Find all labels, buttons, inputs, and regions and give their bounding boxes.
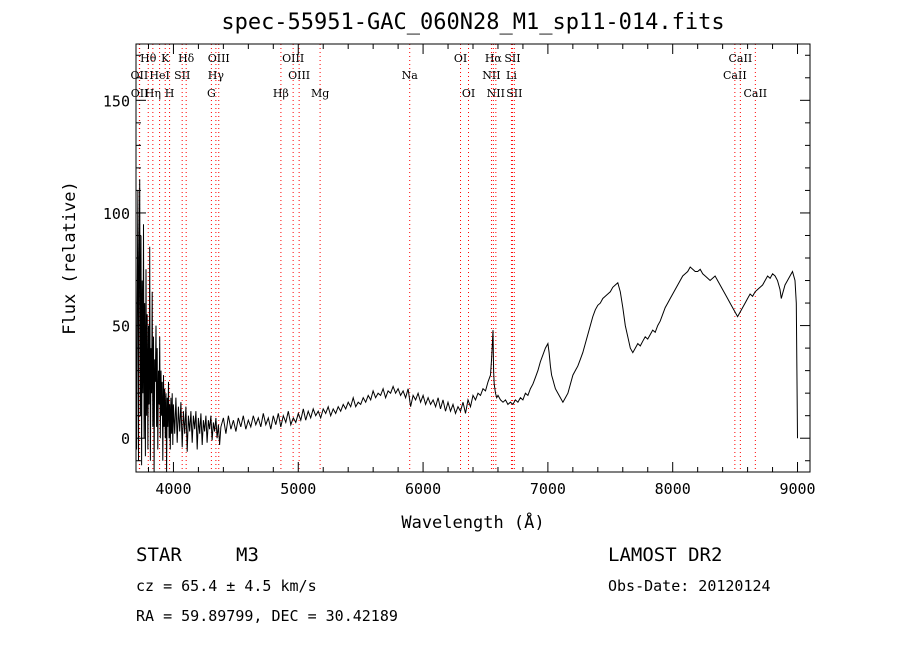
line-label: SII	[504, 52, 520, 65]
line-markers	[138, 44, 756, 472]
line-label: OIII	[208, 52, 230, 65]
line-label: HeI	[149, 69, 169, 82]
y-tick-label: 150	[103, 92, 130, 110]
obs-date: Obs-Date: 20120124	[608, 577, 771, 595]
line-label: H	[165, 87, 175, 100]
coordinates: RA = 59.89799, DEC = 30.42189	[136, 607, 398, 625]
line-label: CaII	[729, 52, 753, 65]
line-label: OI	[462, 87, 475, 100]
spectrum-line	[135, 179, 798, 473]
line-label: OIII	[288, 69, 310, 82]
line-label: Hγ	[208, 69, 225, 82]
chart-title: spec-55951-GAC_060N28_M1_sp11-014.fits	[221, 10, 725, 35]
line-label: SII	[174, 69, 190, 82]
line-label: SII	[506, 87, 522, 100]
line-label: Hη	[145, 87, 161, 100]
redshift-value: cz = 65.4 ± 4.5 km/s	[136, 577, 317, 595]
line-label: Hβ	[273, 87, 289, 100]
x-tick-label: 6000	[405, 480, 441, 498]
axis-tick-labels: 4000 5000 6000 7000 8000 9000 0 50 100 150	[103, 92, 816, 498]
x-tick-label: 4000	[155, 480, 191, 498]
x-tick-label: 8000	[655, 480, 691, 498]
line-label: NII	[482, 69, 500, 82]
x-tick-label: 5000	[280, 480, 316, 498]
line-label: Na	[402, 69, 419, 82]
y-tick-label: 50	[112, 318, 130, 336]
line-label: G	[207, 87, 216, 100]
x-axis-label: Wavelength (Å)	[401, 511, 544, 533]
line-label: Hθ	[140, 52, 157, 65]
y-axis-label: Flux (relative)	[60, 181, 80, 335]
line-label: Hα	[485, 52, 503, 65]
line-label: OI	[454, 52, 467, 65]
line-label: Li	[506, 69, 517, 82]
x-tick-label: 7000	[530, 480, 566, 498]
line-label: Hδ	[178, 52, 195, 65]
survey-name: LAMOST DR2	[608, 544, 723, 566]
spectrum-series	[135, 179, 798, 473]
plot-frame	[135, 43, 811, 473]
line-label: OII	[131, 87, 149, 100]
object-subclass: M3	[236, 544, 259, 566]
object-class: STAR	[136, 544, 182, 566]
line-label: CaII	[723, 69, 747, 82]
x-tick-label: 9000	[779, 480, 815, 498]
line-label: OIII	[282, 52, 304, 65]
y-tick-label: 0	[121, 430, 130, 448]
line-label: CaII	[743, 87, 767, 100]
line-label: OII	[131, 69, 149, 82]
y-tick-label: 100	[103, 205, 130, 223]
line-label: Mg	[311, 87, 329, 100]
axis-ticks	[136, 44, 810, 472]
line-label: K	[161, 52, 170, 65]
line-label: NII	[487, 87, 505, 100]
